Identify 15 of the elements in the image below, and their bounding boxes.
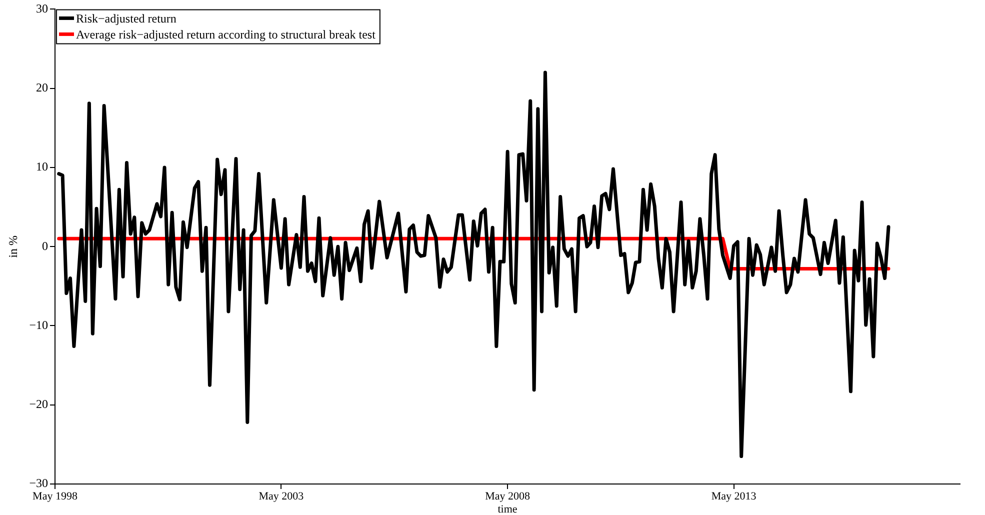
y-tick-label: −20 (29, 397, 48, 412)
x-tick-label: May 2013 (711, 490, 757, 502)
y-tick-label: 0 (42, 238, 48, 253)
y-tick-label: −30 (29, 476, 48, 490)
y-tick-label: 10 (36, 160, 48, 174)
y-tick-label: −10 (29, 318, 48, 332)
y-tick-label: 20 (36, 80, 48, 94)
legend-label: Risk−adjusted return (76, 11, 176, 26)
y-tick-label: 30 (36, 1, 48, 16)
legend-label: Average risk−adjusted return according to structural break test (76, 27, 376, 42)
x-tick-label: May 2003 (258, 490, 304, 502)
x-tick-label: May 1998 (32, 490, 78, 502)
y-axis-title: in % (6, 235, 20, 258)
x-tick-label: May 2008 (485, 490, 531, 502)
x-axis-title: time (498, 503, 518, 515)
